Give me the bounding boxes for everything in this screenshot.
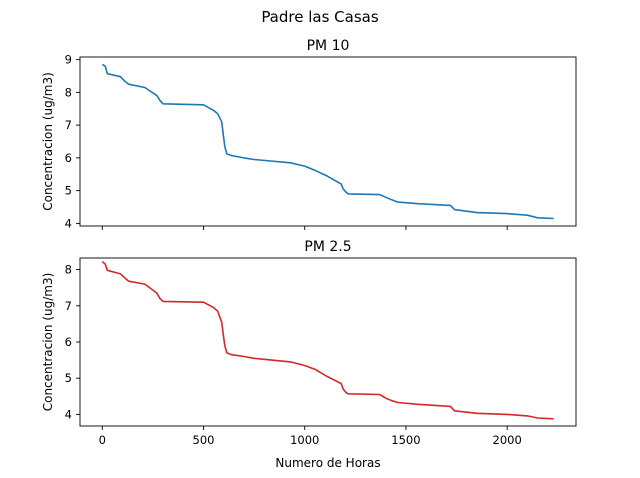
chart-0-ytick-label-3: 7 [65,118,72,132]
subplot-pm25: PM 2.5 0 500 1000 1500 2000 4 5 6 7 8 Concentracion… [41,239,577,470]
chart-0-series-0-line [101,63,554,220]
chart-0-ytick-label-5: 9 [65,53,72,67]
chart-1-ytick-label-4: 8 [65,263,72,277]
chart-0-ytick-label-0: 4 [65,216,72,230]
chart-1-xtick-label-0: 0 [99,433,106,447]
chart-1-xtick-label-3: 1500 [391,433,420,447]
chart-0-ylabel: Concentracion (ug/m3) [41,72,55,211]
chart-1-xtick-label-1: 500 [193,433,215,447]
chart-1-title: PM 2.5 [304,239,351,255]
chart-1-ytick-label-1: 5 [65,371,72,385]
chart-1-xlabel: Numero de Horas [275,456,380,470]
chart-1-ytick-label-0: 4 [65,407,72,421]
chart-1-ytick-label-2: 6 [65,335,72,349]
chart-1-ylabel: Concentracion (ug/m3) [41,273,55,412]
chart-1-series-0-line [101,260,554,420]
chart-0-ytick-label-2: 6 [65,151,72,165]
chart-1-ytick-label-3: 7 [65,299,72,313]
figure-suptitle: Padre las Casas [261,8,379,26]
chart-0-axes-frame [79,56,577,227]
chart-0-ytick-label-1: 5 [65,184,72,198]
chart-0-ytick-label-4: 8 [65,85,72,99]
chart-1-xtick-label-4: 2000 [493,433,522,447]
chart-0-title: PM 10 [307,38,350,54]
chart-1-axes-frame [79,257,577,427]
chart-1-xtick-label-2: 1000 [290,433,319,447]
subplot-pm10: PM 10 4 5 6 7 8 9 Concentracion (ug/m3) [41,38,577,230]
